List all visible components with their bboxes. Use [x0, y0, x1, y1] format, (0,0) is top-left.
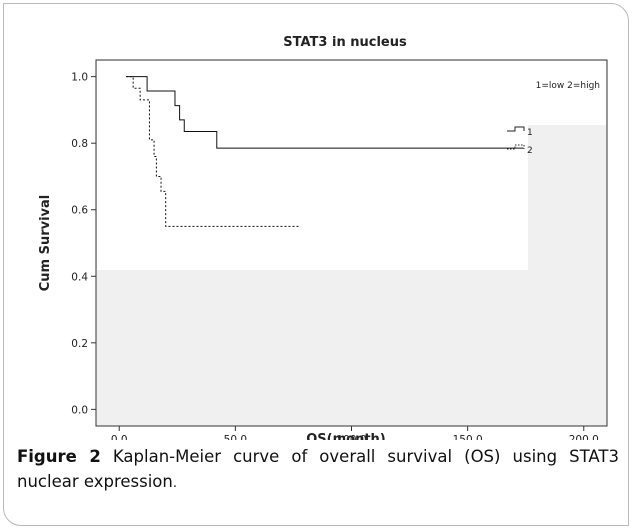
y-axis-title: Cum Survival [38, 195, 53, 292]
x-axis-title: OS(month) [306, 432, 386, 440]
y-tick-label: 0.2 [71, 338, 88, 350]
legend-line-1 [507, 126, 525, 132]
y-tick-label: 0.0 [71, 404, 88, 416]
chart-title: STAT3 in nucleus [283, 35, 407, 50]
x-tick-label: 0.0 [111, 434, 128, 440]
legend-title: 1=low 2=high [536, 81, 600, 91]
series-line-1 [126, 76, 524, 149]
y-tick-label: 0.6 [71, 205, 88, 217]
km-chart: STAT3 in nucleus 0.0 0.2 0.4 0.6 0.8 1.0 0.0 5… [38, 35, 608, 440]
caption-text: Kaplan-Meier curve of overall survival (… [17, 447, 619, 491]
x-tick-label: 100.0 [336, 434, 366, 440]
x-axis: 0.0 50.0 100.0 150.0 200.0 [111, 426, 599, 440]
legend-line-2 [507, 144, 525, 150]
legend-white-area [528, 61, 606, 125]
series-layer [126, 76, 524, 227]
y-tick-label: 1.0 [71, 72, 88, 84]
legend-label-1: 1 [527, 128, 533, 138]
caption-label: Figure 2 [17, 447, 101, 466]
y-tick-label: 0.4 [71, 271, 88, 283]
legend-label-2: 2 [527, 146, 533, 156]
x-tick-label: 150.0 [453, 434, 483, 440]
figure-caption: Figure 2 Kaplan-Meier curve of overall s… [17, 444, 619, 496]
plot-white-area [97, 61, 528, 270]
caption-end: . [172, 476, 178, 491]
x-tick-label: 50.0 [224, 434, 247, 440]
legend: 1=low 2=high 1 2 [507, 81, 600, 156]
y-axis: 0.0 0.2 0.4 0.6 0.8 1.0 [71, 72, 96, 416]
x-tick-label: 200.0 [569, 434, 599, 440]
y-tick-label: 0.8 [71, 138, 88, 150]
